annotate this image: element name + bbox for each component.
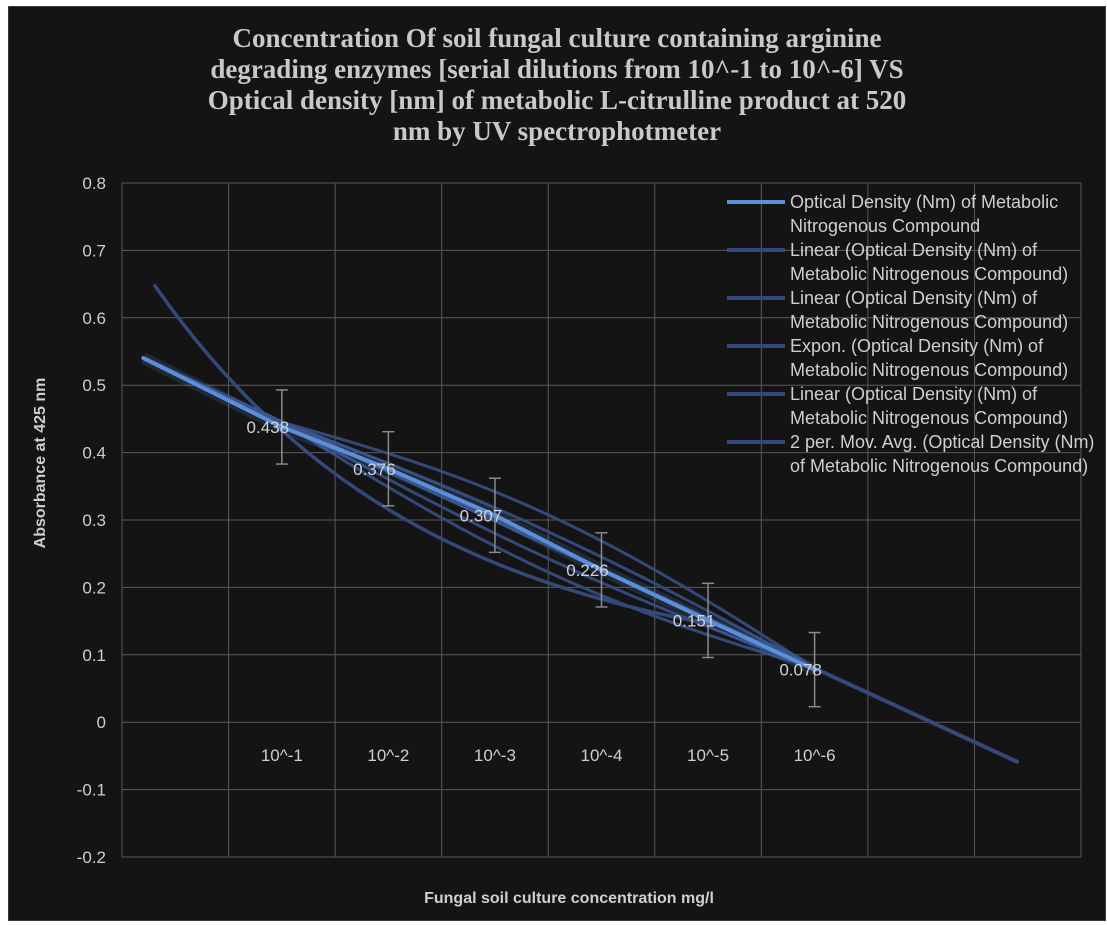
x-category-label: 10^-3	[474, 746, 516, 765]
chart-title-line-2: degrading enzymes [serial dilutions from…	[210, 54, 903, 84]
legend-entry: Linear (Optical Density (Nm) of Metabolic…	[727, 384, 1068, 428]
y-tick-label: -0.2	[77, 848, 106, 867]
y-tick-label: -0.1	[77, 781, 106, 800]
series-point	[279, 424, 285, 430]
legend-label: Optical Density (Nm) of Metabolic Nitroge…	[790, 192, 1058, 236]
y-tick-label: 0	[97, 713, 106, 732]
legend: Optical Density (Nm) of Metabolic Nitroge…	[727, 192, 1094, 476]
y-tick-labels: 0.8 0.7 0.6 0.5 0.4 0.3 0.2 0.1 0 -0.1 -0.2	[77, 174, 106, 867]
series-point	[599, 567, 604, 573]
series-line-group	[140, 352, 818, 676]
legend-entry: 2 per. Mov. Avg. (Optical Density (Nm) of…	[727, 432, 1094, 476]
y-tick-label: 0.6	[82, 309, 106, 328]
y-tick-label: 0.4	[82, 444, 106, 463]
chart-frame: Concentration Of soil fungal culture con…	[8, 6, 1106, 921]
series-point	[492, 512, 498, 518]
data-label: 0.151	[673, 611, 716, 630]
data-label: 0.376	[353, 460, 396, 479]
y-tick-label: 0.1	[82, 646, 106, 665]
data-labels: 0.438 0.376 0.307 0.226 0.151 0.078	[247, 418, 822, 680]
data-label: 0.438	[247, 418, 290, 437]
legend-label: Linear (Optical Density (Nm) of Metabolic…	[790, 384, 1068, 428]
trendline-band-4	[281, 420, 816, 670]
y-tick-label: 0.3	[82, 511, 106, 530]
x-category-label: 10^-4	[580, 746, 622, 765]
x-category-label: 10^-6	[794, 746, 836, 765]
y-axis-title: Absorbance at 425 nm	[32, 378, 49, 549]
legend-entry: Optical Density (Nm) of Metabolic Nitroge…	[727, 192, 1058, 236]
x-category-label: 10^-1	[261, 746, 303, 765]
chart-title: Concentration Of soil fungal culture con…	[208, 23, 906, 146]
gridlines	[121, 182, 1082, 858]
data-label: 0.226	[566, 561, 609, 580]
series-point	[385, 466, 391, 472]
series-point	[812, 667, 818, 673]
series-point	[705, 617, 711, 623]
data-label: 0.078	[779, 661, 822, 680]
data-label: 0.307	[460, 506, 503, 525]
x-category-label: 10^-2	[367, 746, 409, 765]
chart-title-line-3: Optical density [nm] of metabolic L-citr…	[208, 85, 906, 115]
legend-label: Linear (Optical Density (Nm) of Metabolic…	[790, 288, 1068, 332]
legend-label: Linear (Optical Density (Nm) of Metabolic…	[790, 240, 1068, 284]
chart-svg: Concentration Of soil fungal culture con…	[32, 23, 1094, 907]
legend-entry: Linear (Optical Density (Nm) of Metabolic…	[727, 240, 1068, 284]
trendline-exponential	[152, 283, 709, 626]
x-category-label: 10^-5	[687, 746, 729, 765]
y-tick-label: 0.5	[82, 376, 106, 395]
y-tick-label: 0.7	[82, 241, 106, 260]
trendlines	[141, 283, 1020, 764]
x-axis-title: Fungal soil culture concentration mg/l	[424, 890, 714, 907]
y-tick-label: 0.2	[82, 578, 106, 597]
legend-entry: Expon. (Optical Density (Nm) of Metabolic…	[727, 336, 1068, 380]
y-tick-label: 0.8	[82, 174, 106, 193]
legend-label: 2 per. Mov. Avg. (Optical Density (Nm) of…	[790, 432, 1094, 476]
legend-label: Expon. (Optical Density (Nm) of Metabolic…	[790, 336, 1068, 380]
trendline-band-2	[281, 420, 816, 670]
chart-title-line-4: nm by UV spectrophotmeter	[393, 116, 721, 146]
trendline-band-3	[281, 420, 816, 670]
legend-entry: Linear (Optical Density (Nm) of Metabolic…	[727, 288, 1068, 332]
trendline-band-1	[281, 420, 816, 670]
x-category-labels: 10^-1 10^-2 10^-3 10^-4 10^-5 10^-6	[261, 746, 836, 765]
chart-title-line-1: Concentration Of soil fungal culture con…	[232, 23, 881, 53]
